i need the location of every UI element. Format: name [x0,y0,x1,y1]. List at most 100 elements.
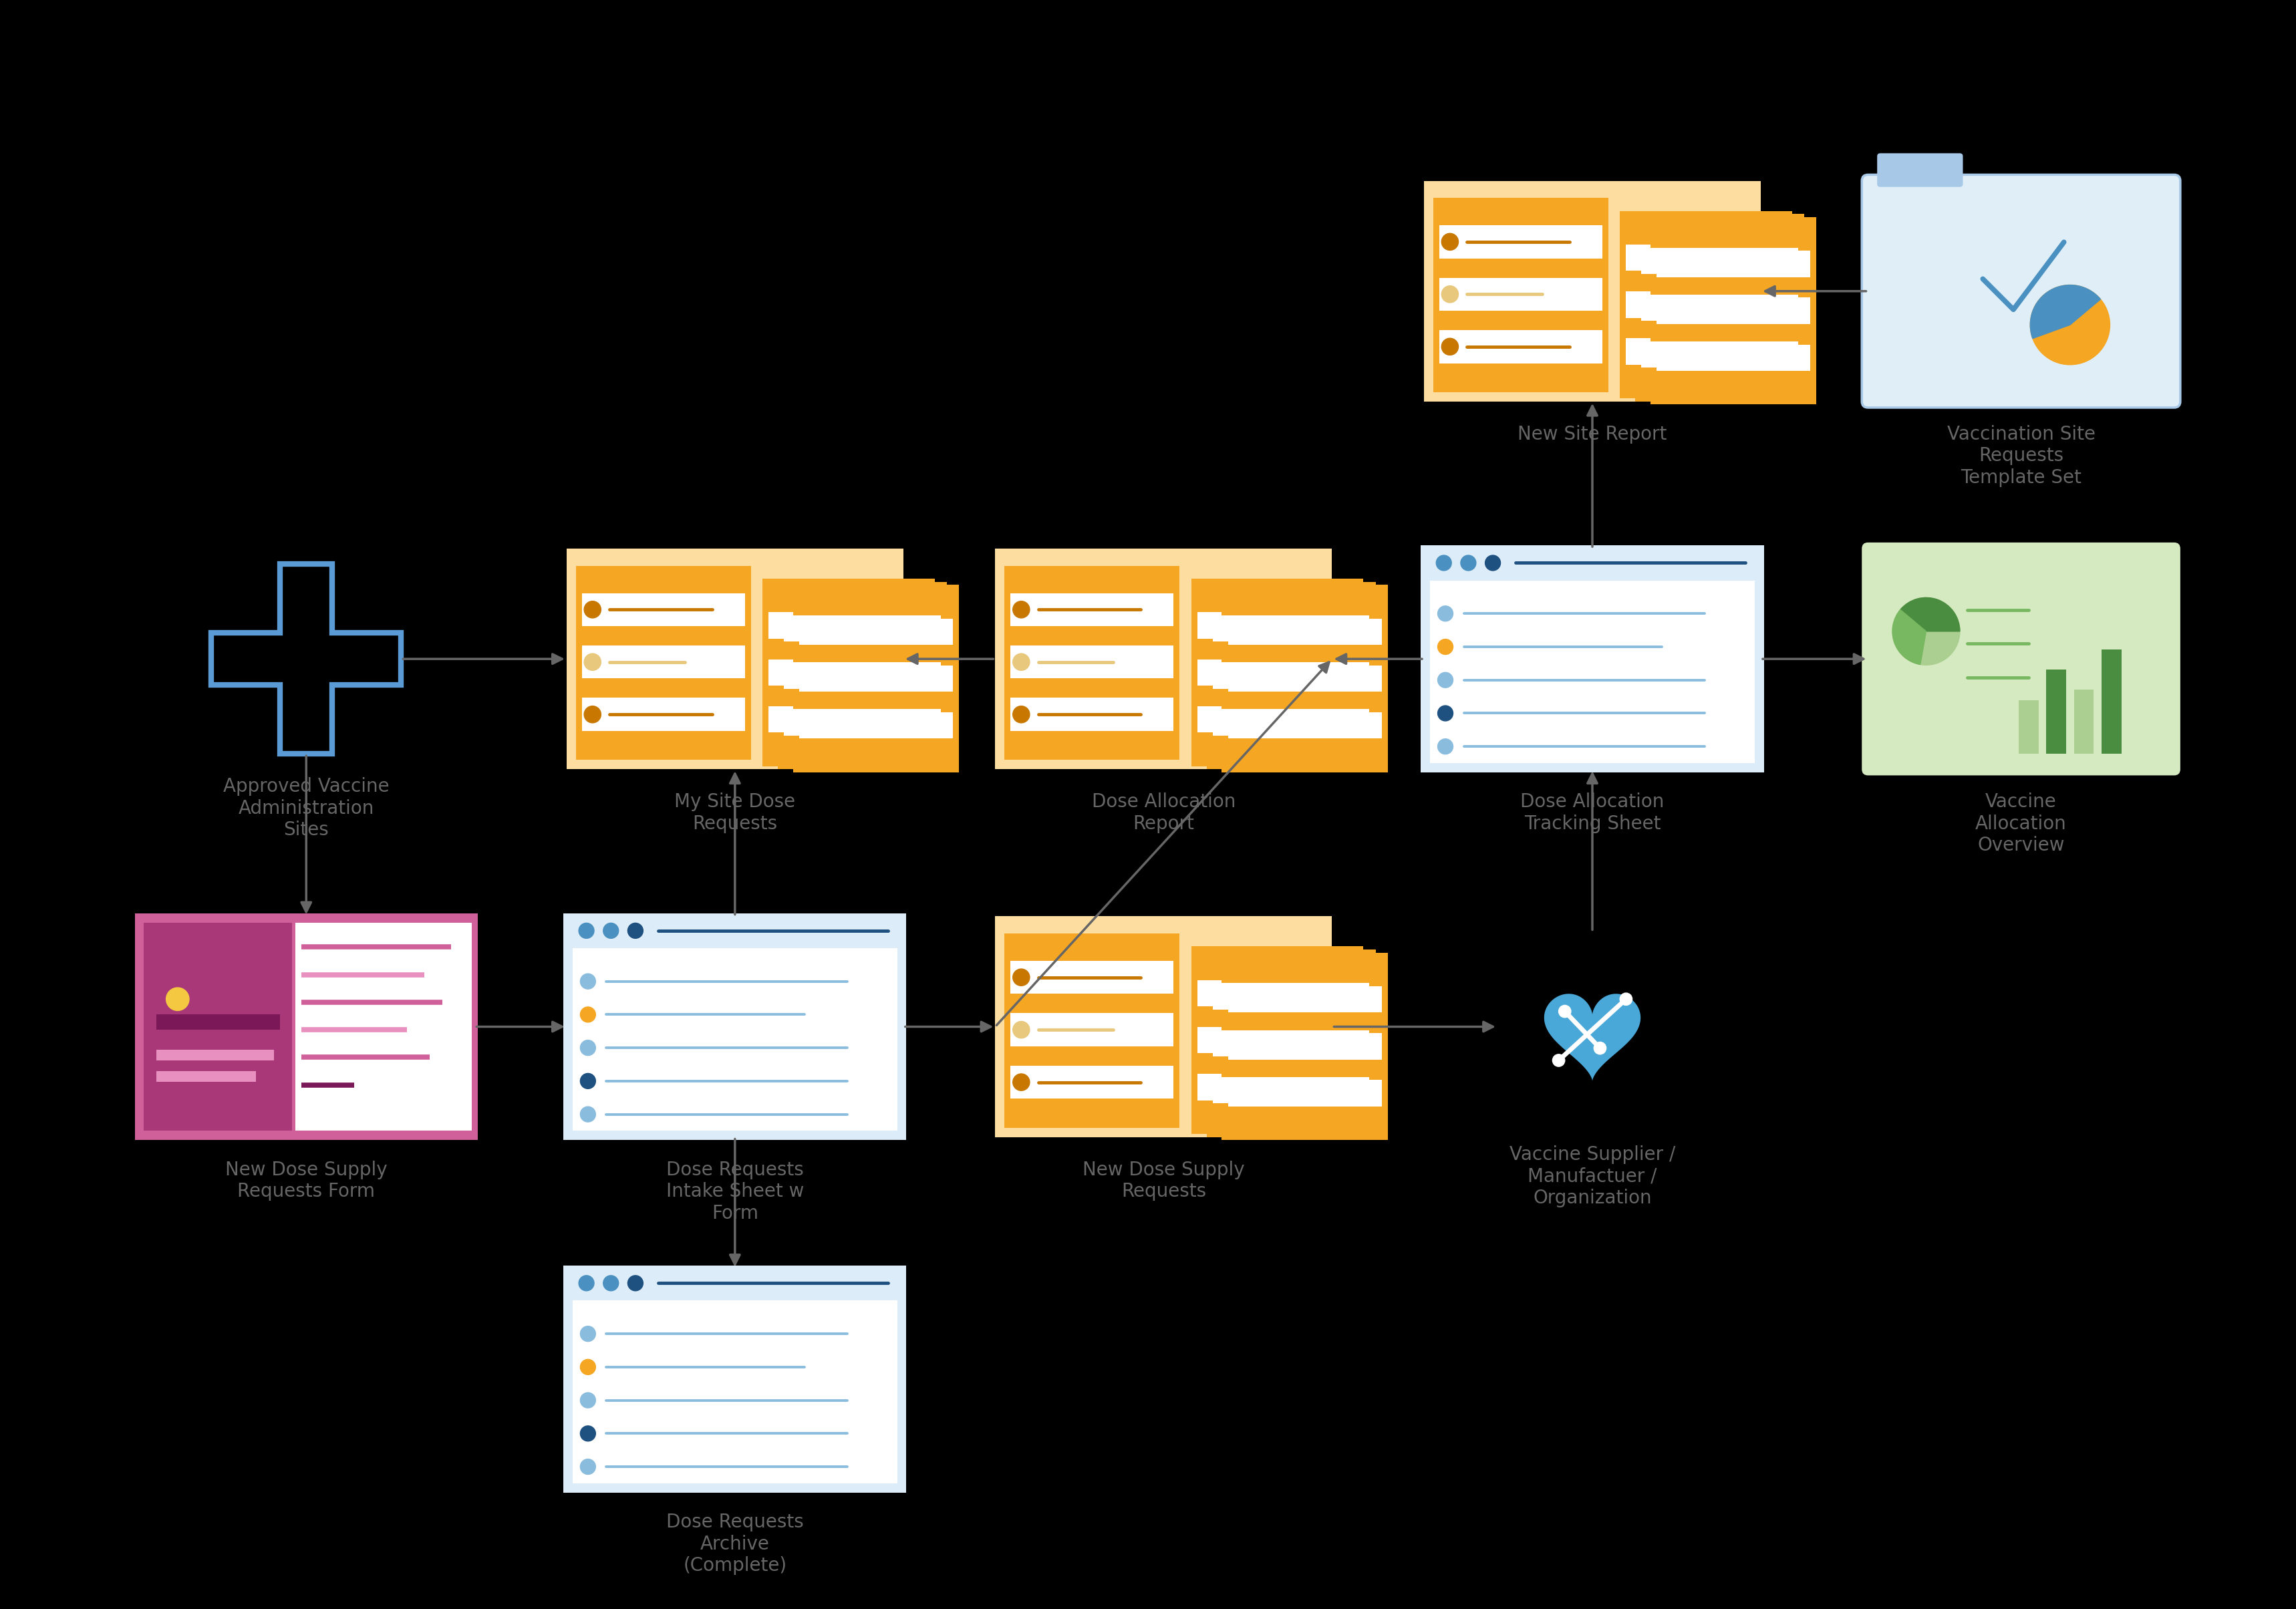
FancyBboxPatch shape [1228,1033,1382,1059]
Circle shape [1435,555,1451,571]
Circle shape [604,1276,618,1290]
FancyBboxPatch shape [1192,946,1364,1134]
Circle shape [581,1426,595,1442]
FancyBboxPatch shape [1192,579,1364,766]
Text: Approved Vaccine
Administration
Sites: Approved Vaccine Administration Sites [223,777,390,840]
Circle shape [1442,286,1458,302]
FancyBboxPatch shape [1196,1027,1357,1054]
FancyBboxPatch shape [1862,175,2179,407]
FancyBboxPatch shape [1626,245,1786,270]
FancyBboxPatch shape [1626,338,1786,365]
FancyBboxPatch shape [1655,344,1809,370]
FancyBboxPatch shape [1862,542,2179,776]
FancyBboxPatch shape [994,917,1332,1138]
FancyBboxPatch shape [799,713,953,739]
Circle shape [1437,639,1453,655]
Circle shape [1013,602,1029,618]
Circle shape [2030,285,2110,365]
FancyBboxPatch shape [1205,949,1375,1138]
Text: Dose Requests
Intake Sheet w
Form: Dose Requests Intake Sheet w Form [666,1160,804,1223]
FancyBboxPatch shape [769,706,928,732]
Circle shape [1552,1054,1564,1067]
FancyBboxPatch shape [156,1049,273,1060]
FancyBboxPatch shape [1876,153,1963,187]
FancyBboxPatch shape [1651,217,1816,404]
FancyBboxPatch shape [1424,549,1761,578]
FancyBboxPatch shape [1212,663,1368,689]
Text: Vaccine Supplier /
Manufactuer /
Organization: Vaccine Supplier / Manufactuer / Organiz… [1508,1146,1674,1207]
FancyBboxPatch shape [1010,1065,1173,1099]
FancyBboxPatch shape [762,579,934,766]
Circle shape [1437,607,1453,621]
Text: New Dose Supply
Requests Form: New Dose Supply Requests Form [225,1160,388,1200]
FancyBboxPatch shape [1655,298,1809,323]
FancyBboxPatch shape [1212,616,1368,642]
FancyBboxPatch shape [1196,1073,1357,1101]
FancyBboxPatch shape [1212,1030,1368,1057]
Circle shape [581,1107,595,1121]
Circle shape [1593,1043,1605,1054]
FancyBboxPatch shape [1196,980,1357,1006]
FancyBboxPatch shape [1205,582,1375,769]
Circle shape [581,1073,595,1089]
Circle shape [581,1326,595,1342]
FancyBboxPatch shape [783,710,941,735]
FancyBboxPatch shape [1228,713,1382,739]
FancyBboxPatch shape [1010,698,1173,730]
FancyBboxPatch shape [135,914,478,1141]
Circle shape [1013,653,1029,671]
Circle shape [583,653,602,671]
FancyBboxPatch shape [1196,660,1357,685]
Polygon shape [1543,994,1639,1081]
Text: Vaccination Site
Requests
Template Set: Vaccination Site Requests Template Set [1947,425,2094,488]
FancyBboxPatch shape [1228,666,1382,692]
Wedge shape [1899,597,1958,631]
FancyBboxPatch shape [1421,545,1763,772]
FancyBboxPatch shape [1228,618,1382,645]
FancyBboxPatch shape [2073,690,2094,755]
FancyBboxPatch shape [1228,1080,1382,1107]
Wedge shape [2030,285,2101,338]
FancyBboxPatch shape [1424,180,1761,402]
Circle shape [581,1360,595,1374]
FancyBboxPatch shape [1010,594,1173,626]
FancyBboxPatch shape [2018,700,2039,755]
Circle shape [1460,555,1476,571]
Text: New Site Report: New Site Report [1518,425,1667,444]
FancyBboxPatch shape [1212,710,1368,735]
FancyBboxPatch shape [1655,251,1809,277]
Circle shape [583,602,602,618]
Circle shape [579,924,595,938]
FancyBboxPatch shape [1010,1014,1173,1046]
FancyBboxPatch shape [1430,581,1754,763]
FancyBboxPatch shape [563,914,907,1141]
FancyBboxPatch shape [156,1072,257,1081]
FancyBboxPatch shape [581,594,744,626]
FancyBboxPatch shape [572,1300,898,1483]
Circle shape [583,706,602,722]
Text: Dose Allocation
Tracking Sheet: Dose Allocation Tracking Sheet [1520,793,1665,833]
FancyBboxPatch shape [1642,294,1798,320]
Text: My Site Dose
Requests: My Site Dose Requests [675,793,794,833]
FancyBboxPatch shape [799,666,953,692]
FancyBboxPatch shape [1433,198,1607,393]
Circle shape [581,1393,595,1408]
Text: Vaccine
Allocation
Overview: Vaccine Allocation Overview [1975,793,2066,854]
Circle shape [1619,993,1632,1006]
Circle shape [1013,706,1029,722]
FancyBboxPatch shape [1010,645,1173,679]
FancyBboxPatch shape [1642,248,1798,274]
FancyBboxPatch shape [1196,613,1357,639]
FancyBboxPatch shape [1642,341,1798,368]
FancyBboxPatch shape [778,582,946,769]
FancyBboxPatch shape [1196,706,1357,732]
Circle shape [627,1276,643,1290]
FancyBboxPatch shape [567,549,902,769]
FancyBboxPatch shape [572,948,898,1131]
Circle shape [1437,739,1453,755]
Circle shape [581,1007,595,1022]
Circle shape [604,924,618,938]
Circle shape [579,1276,595,1290]
FancyBboxPatch shape [1619,211,1791,399]
FancyBboxPatch shape [769,613,928,639]
